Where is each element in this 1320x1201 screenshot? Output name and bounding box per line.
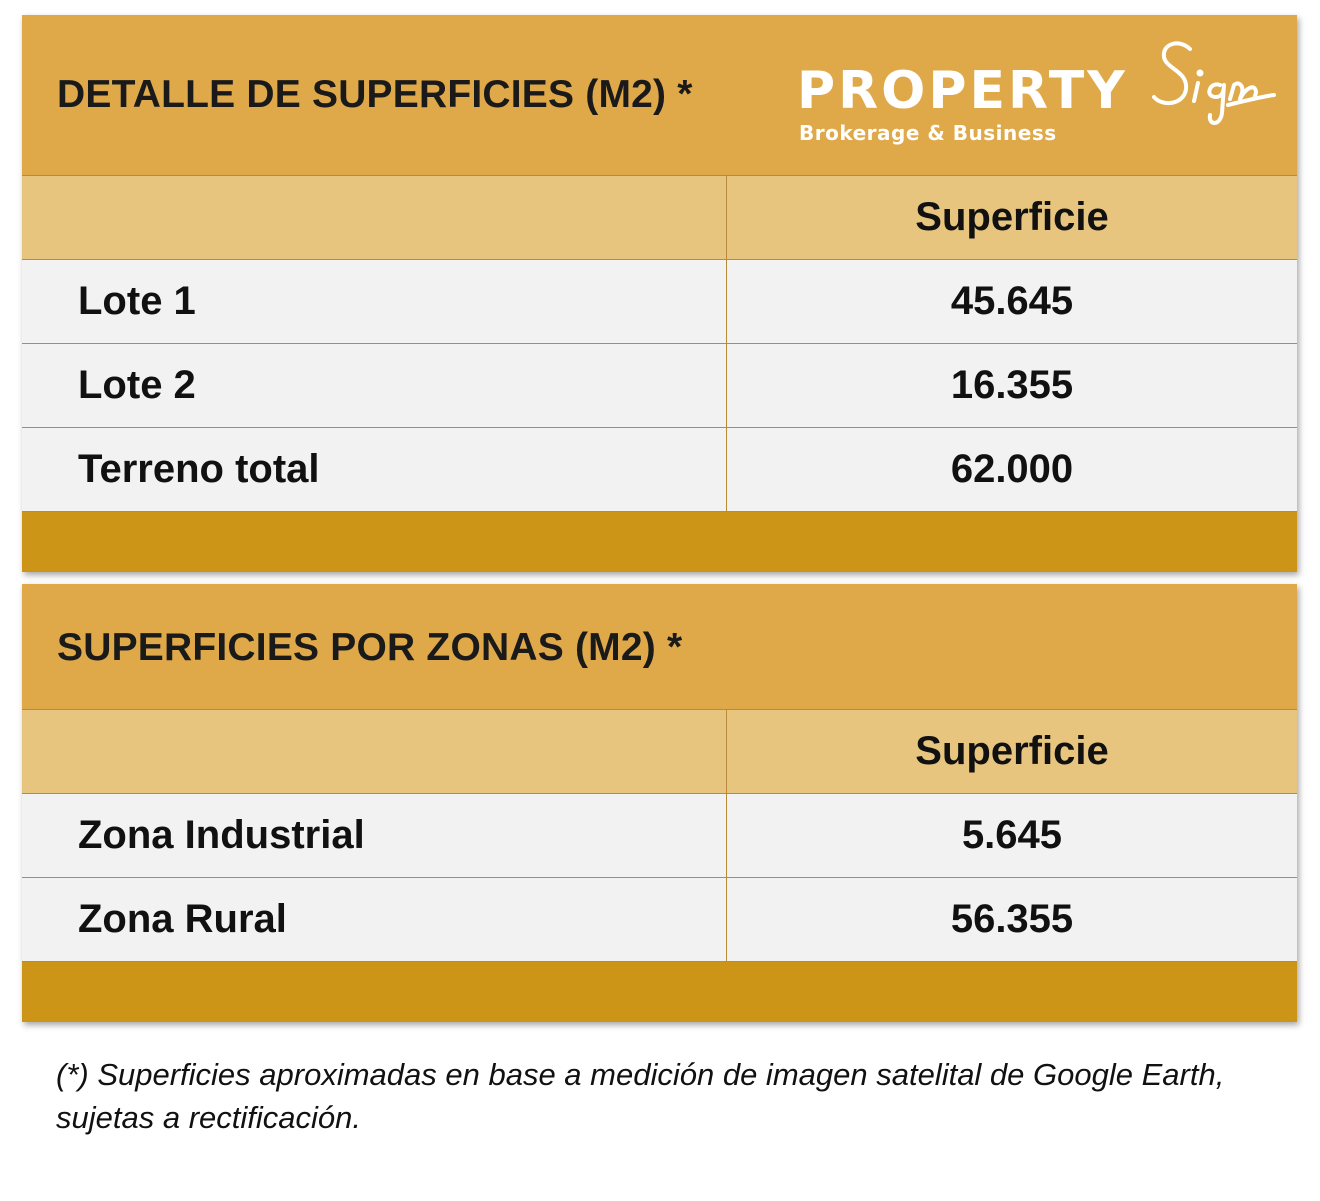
- row-label: Lote 1: [22, 260, 727, 343]
- header-empty-cell: [22, 176, 727, 259]
- surface-detail-table: DETALLE DE SUPERFICIES (M2) * PROPERTY B…: [22, 15, 1297, 572]
- column-header-superficie: Superficie: [915, 195, 1109, 239]
- header-empty-cell: [22, 710, 727, 793]
- table-title-band: DETALLE DE SUPERFICIES (M2) * PROPERTY B…: [22, 15, 1297, 176]
- row-value: 45.645: [950, 279, 1074, 323]
- zone-surface-table: SUPERFICIES POR ZONAS (M2) * Superficie …: [22, 584, 1297, 1022]
- row-label: Zona Industrial: [22, 794, 727, 877]
- property-sign-logo: PROPERTY Brokerage & Business: [797, 37, 1276, 157]
- table-row: Zona Rural 56.355: [22, 878, 1297, 962]
- table-row: Terreno total 62.000: [22, 428, 1297, 512]
- row-value: 62.000: [950, 447, 1074, 491]
- table-footer-band: [22, 512, 1297, 572]
- row-value: 5.645: [961, 813, 1063, 857]
- row-label: Zona Rural: [22, 878, 727, 961]
- logo-tagline: Brokerage & Business: [799, 121, 1057, 145]
- table-title: DETALLE DE SUPERFICIES (M2) *: [57, 73, 693, 116]
- row-value: 16.355: [950, 363, 1074, 407]
- table-row: Lote 2 16.355: [22, 344, 1297, 428]
- logo-wordmark: PROPERTY: [797, 61, 1128, 121]
- column-header-row: Superficie: [22, 710, 1297, 794]
- sign-script-icon: [1152, 41, 1276, 125]
- table-title-band: SUPERFICIES POR ZONAS (M2) *: [22, 584, 1297, 710]
- table-footer-band: [22, 962, 1297, 1022]
- table-row: Lote 1 45.645: [22, 260, 1297, 344]
- row-label: Lote 2: [22, 344, 727, 427]
- column-header-superficie: Superficie: [915, 729, 1109, 773]
- row-label: Terreno total: [22, 428, 727, 511]
- column-header-row: Superficie: [22, 176, 1297, 260]
- row-value: 56.355: [950, 897, 1074, 941]
- table-row: Zona Industrial 5.645: [22, 794, 1297, 878]
- table-title: SUPERFICIES POR ZONAS (M2) *: [57, 626, 683, 669]
- footnote: (*) Superficies aproximadas en base a me…: [56, 1057, 1225, 1135]
